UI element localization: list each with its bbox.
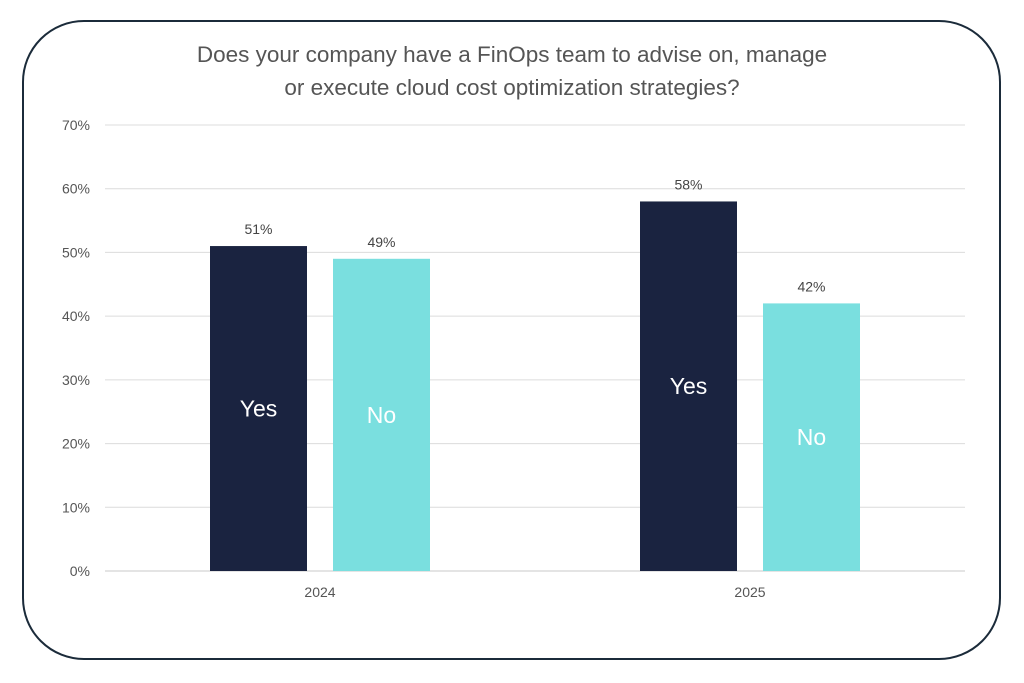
y-tick-label: 20% bbox=[62, 436, 90, 452]
chart-title: Does your company have a FinOps team to … bbox=[0, 38, 1024, 104]
data-label: 51% bbox=[244, 221, 272, 237]
x-tick-label: 2025 bbox=[734, 584, 765, 600]
y-tick-label: 40% bbox=[62, 308, 90, 324]
y-tick-label: 60% bbox=[62, 181, 90, 197]
chart-title-line-1: Does your company have a FinOps team to … bbox=[196, 42, 828, 67]
data-label: 49% bbox=[367, 234, 395, 250]
y-tick-label: 0% bbox=[70, 563, 90, 579]
bar-series-label: Yes bbox=[240, 396, 278, 422]
bar-series-label: Yes bbox=[670, 373, 708, 399]
bar-series-label: No bbox=[797, 424, 826, 450]
chart-frame bbox=[22, 20, 1001, 660]
y-tick-label: 10% bbox=[62, 499, 90, 515]
bar-yes-2025 bbox=[640, 201, 737, 571]
y-tick-label: 30% bbox=[62, 372, 90, 388]
data-label: 58% bbox=[674, 176, 702, 192]
bar-no-2024 bbox=[333, 258, 430, 571]
data-label: 42% bbox=[797, 278, 825, 294]
bar-yes-2024 bbox=[210, 246, 307, 572]
chart-title-line-2: or execute cloud cost optimization strat… bbox=[284, 75, 740, 100]
y-tick-label: 50% bbox=[62, 244, 90, 260]
bar-series-label: No bbox=[367, 402, 396, 428]
x-tick-label: 2024 bbox=[304, 584, 335, 600]
y-tick-label: 70% bbox=[62, 117, 90, 133]
bar-no-2025 bbox=[763, 303, 860, 571]
